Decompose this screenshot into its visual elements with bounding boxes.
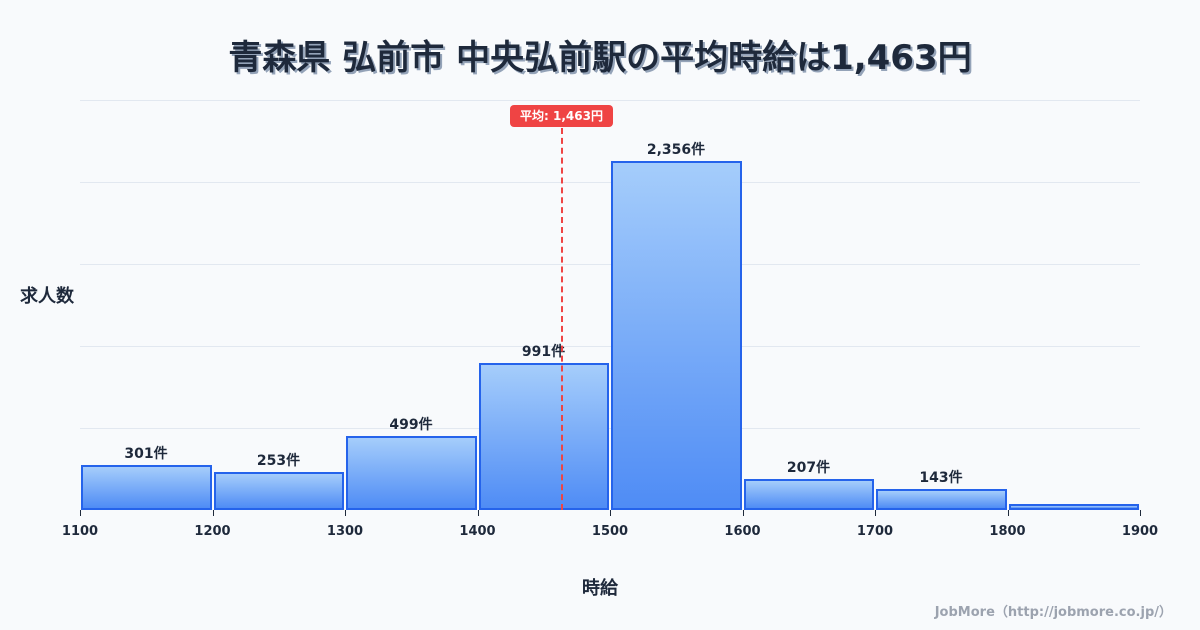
gridline xyxy=(80,346,1140,347)
x-tick xyxy=(212,510,214,516)
gridline xyxy=(80,182,1140,183)
x-tick-label: 1900 xyxy=(1121,524,1159,539)
x-tick xyxy=(80,510,81,516)
histogram-bar xyxy=(478,363,609,510)
histogram-bar xyxy=(346,436,477,510)
x-tick-label: 1300 xyxy=(326,524,364,539)
plot-area: 301件 253件 499件 991件 2,356件 207件 143件 xyxy=(80,100,1140,510)
x-tick xyxy=(477,510,479,516)
x-tick-label: 1500 xyxy=(591,524,629,539)
histogram-bar xyxy=(876,489,1007,510)
x-tick xyxy=(875,510,876,516)
bar-value-label: 207件 xyxy=(786,460,831,476)
x-tick-label: 1200 xyxy=(194,524,231,539)
bar-value-label: 2,356件 xyxy=(646,142,706,158)
x-axis-label: 時給 xyxy=(582,578,618,599)
histogram-bar xyxy=(611,161,742,510)
footer-credit: JobMore（http://jobmore.co.jp/） xyxy=(934,605,1172,620)
x-tick-label: 1400 xyxy=(459,524,496,539)
x-tick-label: 1700 xyxy=(856,524,894,539)
x-tick xyxy=(610,510,611,516)
histogram-bar xyxy=(213,472,344,510)
chart-title: 青森県 弘前市 中央弘前駅の平均時給は1,463円 xyxy=(228,38,972,78)
bar-value-label: 499件 xyxy=(389,417,433,433)
histogram-bar xyxy=(81,465,212,510)
histogram-bar xyxy=(743,479,874,510)
y-axis-label: 求人数 xyxy=(20,286,74,307)
gridline xyxy=(80,428,1140,429)
x-tick xyxy=(1007,510,1009,516)
average-badge: 平均: 1,463円 xyxy=(510,105,613,127)
x-tick xyxy=(1140,510,1141,516)
x-tick-label: 1800 xyxy=(989,524,1026,539)
bar-value-label: 301件 xyxy=(124,446,168,462)
average-line xyxy=(561,128,563,510)
bar-value-label: 991件 xyxy=(521,344,566,360)
x-tick-label: 1600 xyxy=(724,524,761,539)
histogram-bar xyxy=(1008,504,1139,510)
x-tick-label: 1100 xyxy=(61,524,99,539)
x-tick xyxy=(345,510,346,516)
bar-value-label: 253件 xyxy=(256,453,301,469)
bar-value-label: 143件 xyxy=(919,470,963,486)
gridline xyxy=(80,264,1140,265)
x-tick xyxy=(742,510,744,516)
gridline xyxy=(80,100,1140,101)
